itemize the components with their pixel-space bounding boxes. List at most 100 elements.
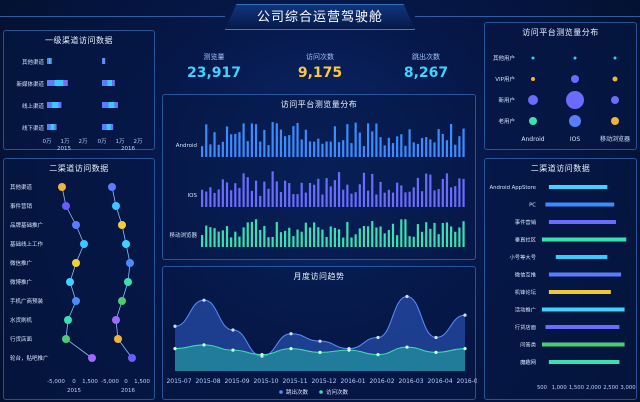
platform-bar [375,227,378,247]
platform-row-label: Android [176,143,197,149]
kpi-visits-label: 访问次数 [306,53,334,61]
platform-bar [408,129,411,157]
platform-bar [367,190,370,207]
level2-right-bar [548,360,620,364]
platform-bar [416,224,419,247]
level2-left-line-2015 [61,186,93,359]
monthly-point-visits [289,347,293,351]
platform-bar [254,219,258,247]
platform-bar [217,231,220,247]
monthly-point-bounces [231,328,235,332]
platform-bar [308,141,312,157]
kpi-visits-value: 9,175 [297,65,343,81]
level2-left-category-label: 品牌基础推广 [10,221,44,229]
level1-bar-2016 [108,102,115,108]
bubble-row-label: 老用户 [498,117,515,125]
platform-bar [317,178,320,207]
platform-bar [362,146,366,157]
platform-bar [391,192,395,207]
level1-bar-2016 [104,58,106,64]
level2-left-point-2015 [80,240,88,248]
platform-bar [337,229,341,247]
platform-bar [254,124,258,157]
platform-bar [458,136,461,157]
level2-left-point-2015 [58,183,66,191]
platform-bar [275,181,278,207]
bubble-row-label: VIP用户 [495,75,515,83]
monthly-point-visits [434,350,438,354]
platform-bar [267,188,270,207]
monthly-legend-marker-bounces [279,390,283,394]
platform-bar [425,222,428,247]
bubble-point [611,117,619,125]
platform-bar [420,231,424,247]
level2-left-category-label: 水货刷机 [10,316,33,324]
platform-bar [379,226,382,247]
platform-bar [404,219,407,247]
level2-left-point-2016 [112,316,120,324]
platform-bar [234,231,237,247]
platform-bar [325,141,328,157]
platform-bar [242,227,245,247]
level1-bar-2016 [102,124,107,130]
platform-bar [441,223,444,247]
platform-bar [408,191,411,207]
monthly-point-bounces [318,339,322,343]
user-platform-bubble-panel: 访问平台测览量分布 其他用户 VIP用户 新用户 老用户 Android IOS 移动浏览器 [484,22,637,150]
platform-bar [267,145,270,157]
platform-bar [337,172,341,207]
platform-bar [209,187,212,207]
bubble-point [613,56,617,60]
platform-bar [205,225,208,247]
platform-bar [313,222,316,247]
level2-left-point-2015 [88,354,96,362]
platform-bar [284,136,287,157]
level2-left-category-label: 行货店面 [10,335,33,343]
level2-right-bar [545,325,620,329]
platform-bar [296,122,299,157]
platform-bar [350,143,353,157]
platform-bar [458,227,461,247]
level2-left-point-2016 [128,354,136,362]
level2-right-x-tick: 500 [537,385,548,391]
platform-bar [254,180,258,207]
level2-right-category-label: 事件营销 [515,218,537,226]
platform-bar [416,177,419,207]
platform-bar [201,189,204,207]
level2-right-bar [548,290,611,294]
platform-bar [317,138,320,157]
level1-channel-panel: 一级渠道访问数据 其他渠道 新媒体渠道 线上渠道 线下渠道 0万 1万 2万 0万 1万 2万 20… [3,30,155,151]
level1-category-label: 其他渠道 [22,58,45,66]
platform-bar [396,235,399,247]
kpi-visits: 访问次数 9,175 [274,47,366,87]
platform-bar [308,182,312,207]
level1-bar-2015 [54,80,64,86]
monthly-legend-visits: 访问次数 [326,388,349,396]
level2-channel-panel-right: 二渠道访问数据 Android AppStore PC 事件营销 垂直社区 小号等大号微… [484,158,637,400]
platform-bar [412,187,415,207]
platform-bar [333,180,336,207]
level2-left-point-2015 [72,259,80,267]
platform-bar [358,132,361,157]
level2-right-x-tick: 3,000 [620,385,636,391]
platform-bar [271,171,274,207]
platform-bar [213,132,216,157]
platform-bar [433,222,436,247]
platform-bar [445,140,449,157]
platform-bar [259,229,262,247]
platform-bar [333,126,336,157]
platform-bar [225,126,229,157]
level2-right-category-label: 活动推广 [515,306,536,314]
level1-panel-title: 一级渠道访问数据 [45,36,113,45]
level1-tick-left: 1万 [61,138,70,145]
level2-left-tick-2015: -5,000 [47,379,65,385]
platform-bar [267,237,270,247]
kpi-pageviews-value: 23,917 [186,65,242,81]
level2-left-category-label: 基础线上工作 [10,240,44,248]
monthly-point-visits [376,353,380,357]
bubble-point [569,115,581,127]
platform-bar [354,192,357,207]
level2-right-bar [542,237,627,242]
platform-bar [304,222,307,247]
platform-bar [454,144,457,157]
